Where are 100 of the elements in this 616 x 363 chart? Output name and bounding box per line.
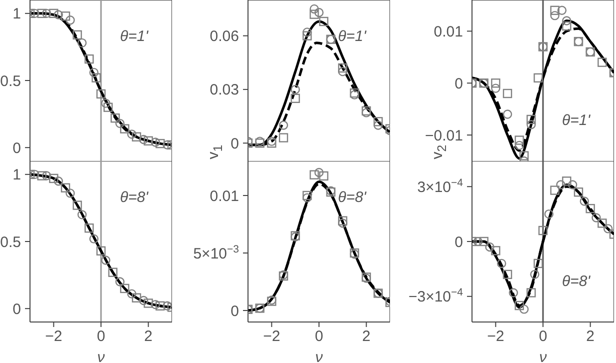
point: [598, 218, 607, 228]
point: [120, 124, 130, 134]
y-tick-label: 0.03: [210, 82, 239, 99]
x-tick-label: 0: [538, 328, 548, 345]
point: [132, 132, 142, 142]
point: [49, 174, 58, 184]
point: [49, 8, 58, 18]
point: [502, 88, 512, 98]
point: [530, 270, 540, 280]
point: [115, 118, 125, 128]
point: [72, 30, 82, 40]
point: [550, 10, 560, 20]
point: [120, 284, 130, 294]
point: [502, 270, 512, 280]
point: [302, 28, 312, 37]
point: [562, 21, 572, 31]
x-tick-label: −2: [263, 328, 280, 345]
point: [66, 188, 75, 198]
point: [314, 168, 324, 178]
point: [338, 63, 348, 73]
point: [255, 138, 264, 148]
point: [104, 102, 113, 112]
point: [556, 180, 566, 190]
point: [550, 6, 560, 15]
point: [362, 106, 371, 116]
point: [84, 223, 94, 233]
point: [338, 218, 348, 228]
point: [319, 16, 328, 26]
point: [374, 117, 383, 126]
point: [526, 288, 536, 298]
y-tick-label: 0.06: [210, 28, 239, 46]
y-tick-label: 5×10$^{−3}$: [193, 243, 240, 262]
point: [60, 183, 70, 192]
point: [110, 113, 120, 123]
x-tick-label: −2: [487, 328, 504, 345]
point: [89, 234, 98, 244]
x-axis-title: ν: [539, 349, 548, 363]
point: [156, 138, 165, 148]
point: [132, 293, 142, 302]
point: [96, 246, 106, 256]
point: [491, 78, 500, 88]
y-tick-label: 0.5: [0, 234, 21, 251]
point: [101, 98, 110, 108]
y-tick-label: 0: [230, 135, 239, 152]
y-tick-label: 1: [12, 6, 21, 23]
point: [278, 133, 288, 142]
y-tick-label: 0: [12, 300, 21, 318]
y-tick-label: 0.5: [0, 72, 21, 90]
point: [534, 258, 543, 268]
point: [526, 120, 536, 130]
point: [598, 58, 607, 67]
y-tick-label: 0.01: [434, 23, 463, 40]
x-tick-label: 0: [96, 328, 106, 345]
point: [374, 120, 383, 130]
point: [54, 176, 63, 186]
point: [519, 151, 529, 160]
point: [562, 176, 572, 186]
y-tick-label: −0.01: [425, 127, 463, 144]
point: [562, 16, 572, 26]
x-tick-label: −2: [45, 328, 62, 345]
point: [72, 200, 82, 210]
point: [310, 170, 319, 180]
point: [574, 188, 584, 197]
point: [92, 73, 101, 82]
x-tick-label: 2: [362, 328, 371, 345]
point: [479, 236, 488, 246]
point: [514, 300, 524, 310]
point: [139, 296, 148, 306]
y-tick-label: 3×10$^{−4}$: [417, 176, 464, 196]
annotation: θ=1': [338, 28, 366, 45]
y-tick-label: 0: [454, 75, 463, 92]
point: [127, 130, 136, 139]
point: [319, 171, 328, 181]
point: [84, 54, 94, 64]
point: [514, 140, 524, 150]
point: [544, 209, 554, 219]
y-tick-label: 0: [12, 140, 21, 157]
point: [586, 204, 595, 214]
y-tick-label: 1: [12, 166, 21, 184]
annotation: θ=8': [338, 189, 366, 206]
point: [519, 304, 529, 314]
point: [491, 246, 500, 256]
annotation: θ=1': [120, 28, 148, 45]
point: [144, 136, 153, 146]
point: [338, 216, 348, 226]
point: [314, 8, 324, 18]
y-tick-label: 0.01: [210, 188, 239, 205]
point: [550, 186, 560, 195]
point: [77, 210, 87, 220]
point: [592, 213, 601, 222]
point: [156, 301, 165, 310]
point: [310, 10, 319, 19]
x-axis-title: ν: [97, 349, 106, 363]
point: [37, 8, 46, 18]
point: [60, 12, 70, 21]
point: [508, 288, 518, 298]
annotation: θ=8': [562, 273, 590, 290]
point: [96, 89, 106, 99]
x-tick-label: 2: [586, 328, 595, 345]
x-tick-label: 0: [314, 328, 324, 345]
